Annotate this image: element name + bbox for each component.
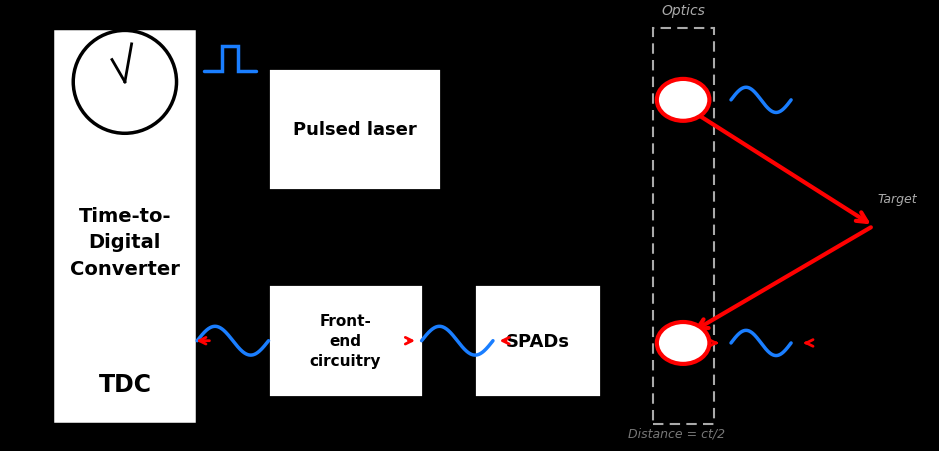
Bar [52, 29, 197, 424]
Bar [268, 285, 423, 397]
Bar [474, 285, 601, 397]
Text: Front-
end
circuitry: Front- end circuitry [309, 314, 381, 368]
Text: Time-to-
Digital
Converter: Time-to- Digital Converter [69, 206, 180, 278]
Bar [653, 29, 714, 424]
Bar [268, 69, 441, 190]
Text: TDC: TDC [99, 373, 151, 396]
Text: Optics: Optics [661, 4, 705, 18]
Ellipse shape [656, 80, 710, 121]
Ellipse shape [656, 322, 710, 364]
Text: SPADs: SPADs [505, 332, 570, 350]
Text: Pulsed laser: Pulsed laser [293, 121, 416, 139]
Ellipse shape [73, 32, 177, 134]
Text: Distance = ct/2: Distance = ct/2 [627, 427, 725, 440]
Text: Target: Target [878, 193, 917, 206]
